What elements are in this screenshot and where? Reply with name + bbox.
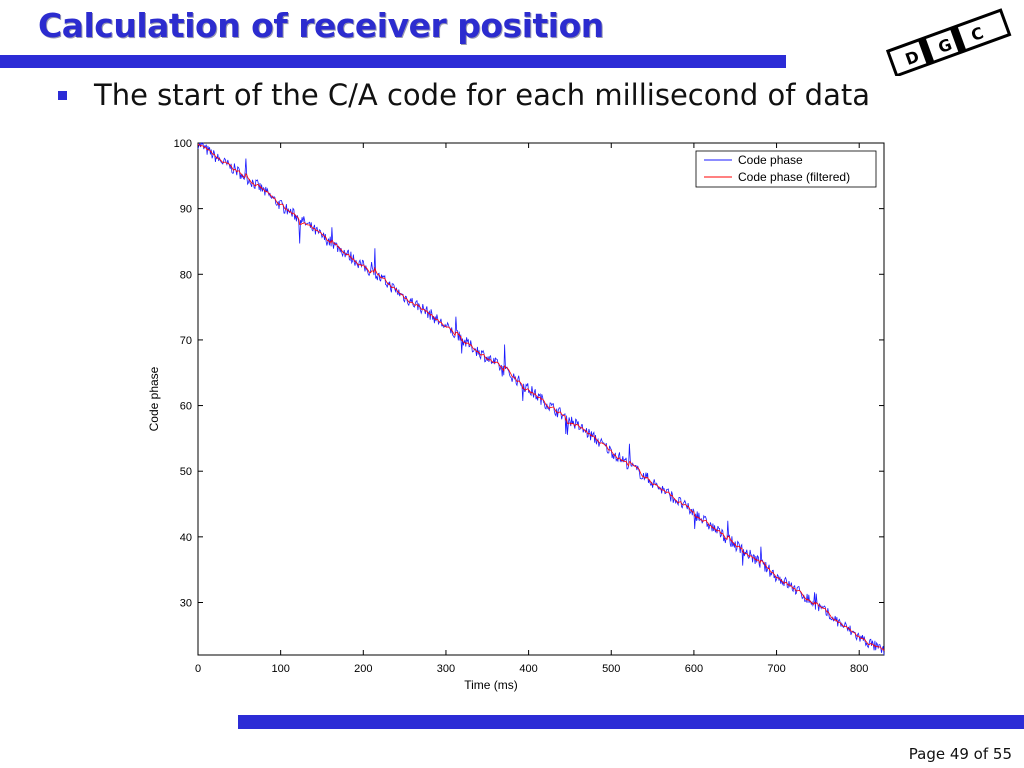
y-tick-label: 30 xyxy=(180,597,192,609)
series-line-code-phase xyxy=(197,142,885,656)
footer-bar xyxy=(238,715,1024,729)
y-tick-label: 90 xyxy=(180,204,192,216)
bullet-square-icon xyxy=(58,91,67,100)
dgc-logo: D G C xyxy=(885,8,1012,76)
legend-label-code-phase: Code phase xyxy=(738,153,803,167)
x-tick-label: 700 xyxy=(767,663,785,675)
x-tick-label: 600 xyxy=(685,663,703,675)
x-tick-label: 100 xyxy=(271,663,289,675)
y-tick-label: 70 xyxy=(180,335,192,347)
series-line-code-phase-filtered xyxy=(197,143,885,652)
y-tick-label: 40 xyxy=(180,532,192,544)
x-tick-label: 300 xyxy=(437,663,455,675)
bullet-text: The start of the C/A code for each milli… xyxy=(94,78,870,112)
logo-letter-d: D xyxy=(903,47,922,69)
x-axis-label: Time (ms) xyxy=(464,678,518,692)
page-number: Page 49 of 55 xyxy=(908,745,1012,763)
x-tick-label: 500 xyxy=(602,663,620,675)
legend: Code phase Code phase (filtered) xyxy=(695,150,877,188)
x-tick-label: 800 xyxy=(850,663,868,675)
y-tick-label: 100 xyxy=(174,138,192,150)
logo-letter-g: G xyxy=(936,35,955,57)
legend-label-code-phase-filtered: Code phase (filtered) xyxy=(738,170,850,184)
y-tick-label: 80 xyxy=(180,269,192,281)
y-tick-label: 60 xyxy=(180,401,192,413)
slide-title: Calculation of receiver position xyxy=(38,6,604,45)
y-axis-label: Code phase xyxy=(147,366,161,431)
x-tick-label: 400 xyxy=(519,663,537,675)
x-tick-label: 0 xyxy=(195,663,201,675)
y-tick-label: 50 xyxy=(180,466,192,478)
title-underline-bar xyxy=(0,55,786,68)
x-tick-label: 200 xyxy=(354,663,372,675)
code-phase-chart: 0 100 200 300 400 500 600 700 800 30 40 50 60 70 80 90 1… xyxy=(147,138,885,692)
